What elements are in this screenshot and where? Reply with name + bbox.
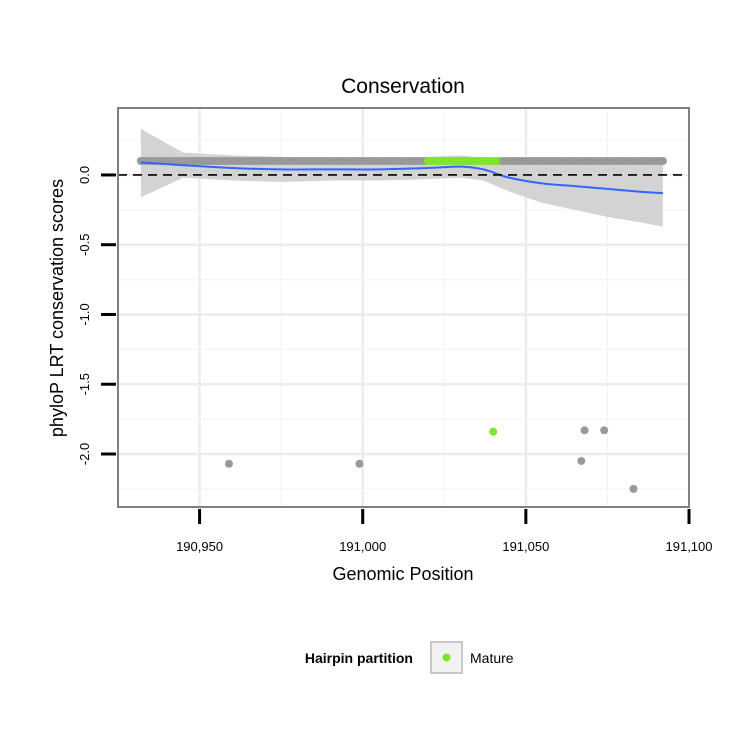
smooth-trend-line (140, 161, 663, 195)
chart-title: Conservation (341, 75, 465, 98)
y-tick-label: -1.0 (77, 303, 92, 325)
x-tick-label: 190,950 (176, 539, 223, 554)
data-point (629, 484, 638, 493)
y-tick-label: 0.0 (77, 166, 92, 184)
data-point (577, 456, 586, 465)
y-axis-ticks: 0.0 -0.5 -1.0 -1.5 -2.0 (77, 166, 116, 465)
legend: Hairpin partition Mature (305, 641, 514, 674)
smooth-line (140, 161, 663, 195)
y-axis-label: phyloP LRT conservation scores (47, 179, 67, 437)
x-tick-label: 191,050 (502, 539, 549, 554)
x-tick-label: 191,100 (666, 539, 713, 554)
data-points (136, 157, 667, 493)
data-point (224, 459, 233, 468)
data-point (658, 157, 667, 166)
x-tick-label: 191,000 (339, 539, 386, 554)
legend-label-mature: Mature (470, 650, 514, 666)
legend-key-mature-point (442, 653, 451, 662)
confidence-ribbon (140, 128, 663, 227)
data-point (580, 426, 589, 435)
data-point (600, 426, 609, 435)
y-tick-label: -0.5 (77, 234, 92, 256)
legend-title: Hairpin partition (305, 650, 413, 666)
plot-border (117, 107, 690, 508)
legend-key-box (430, 641, 463, 674)
data-point (355, 459, 364, 468)
x-axis-label: Genomic Position (332, 564, 473, 584)
confidence-band (140, 128, 663, 227)
x-axis-ticks: 190,950 191,000 191,050 191,100 (176, 509, 713, 554)
plot-panel (117, 107, 690, 508)
mature-point (489, 427, 498, 436)
y-tick-label: -2.0 (77, 443, 92, 465)
y-tick-label: -1.5 (77, 373, 92, 395)
